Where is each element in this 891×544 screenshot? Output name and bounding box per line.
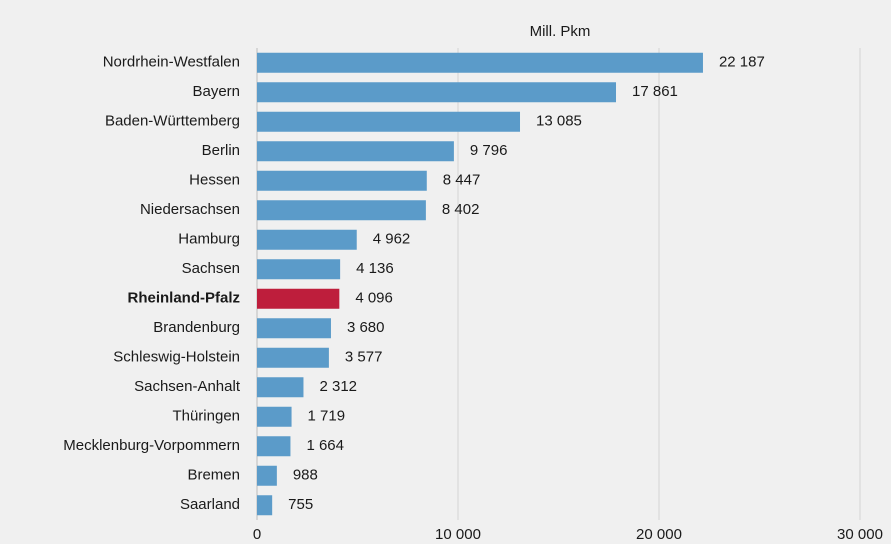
bar <box>257 200 426 221</box>
value-label: 13 085 <box>536 113 582 130</box>
bar <box>257 82 617 103</box>
value-label: 1 664 <box>306 437 344 454</box>
value-label: 988 <box>293 467 318 484</box>
y-tick-label: Schleswig-Holstein <box>113 349 240 366</box>
x-tick-label: 10 000 <box>435 526 481 543</box>
y-tick-label: Nordrhein-Westfalen <box>103 54 240 71</box>
value-label: 1 719 <box>308 408 346 425</box>
x-tick-label: 20 000 <box>636 526 682 543</box>
value-label: 8 402 <box>442 201 480 218</box>
value-label: 22 187 <box>719 54 765 71</box>
x-tick-label: 30 000 <box>837 526 883 543</box>
x-tick-label: 0 <box>253 526 261 543</box>
y-tick-label: Hessen <box>189 172 240 189</box>
bar <box>257 288 340 309</box>
y-tick-label: Hamburg <box>178 231 240 248</box>
value-label: 8 447 <box>443 172 481 189</box>
value-label: 3 577 <box>345 349 383 366</box>
bar <box>257 406 292 427</box>
y-tick-label: Rheinland-Pfalz <box>127 290 240 307</box>
y-tick-label: Sachsen-Anhalt <box>134 378 241 395</box>
y-tick-label: Mecklenburg-Vorpommern <box>63 437 240 454</box>
bar <box>257 259 341 280</box>
y-tick-label: Berlin <box>202 142 240 159</box>
bar <box>257 318 331 339</box>
value-label: 3 680 <box>347 319 385 336</box>
y-tick-label: Bayern <box>192 83 240 100</box>
value-label: 755 <box>288 496 313 513</box>
y-tick-label: Baden-Württemberg <box>105 113 240 130</box>
bar <box>257 141 454 162</box>
y-tick-label: Thüringen <box>172 408 240 425</box>
value-label: 4 096 <box>355 290 393 307</box>
y-tick-label: Niedersachsen <box>140 201 240 218</box>
bar <box>257 170 427 191</box>
bar <box>257 347 329 368</box>
y-tick-label: Bremen <box>187 467 240 484</box>
y-tick-label: Saarland <box>180 496 240 513</box>
bar <box>257 111 521 132</box>
y-tick-label: Brandenburg <box>153 319 240 336</box>
value-label: 2 312 <box>319 378 357 395</box>
value-label: 4 136 <box>356 260 394 277</box>
bar <box>257 229 357 250</box>
bar <box>257 377 304 398</box>
chart-title: Mill. Pkm <box>530 23 591 40</box>
y-tick-label: Sachsen <box>182 260 240 277</box>
value-label: 9 796 <box>470 142 508 159</box>
bar <box>257 465 277 486</box>
bar <box>257 436 291 457</box>
value-label: 4 962 <box>373 231 411 248</box>
bar <box>257 495 273 516</box>
bar <box>257 52 703 73</box>
value-label: 17 861 <box>632 83 678 100</box>
